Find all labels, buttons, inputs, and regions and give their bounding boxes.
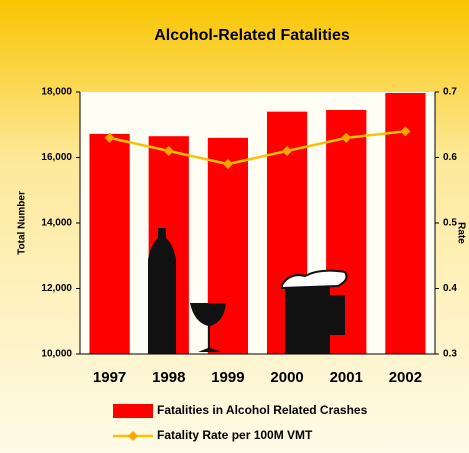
y-tick-label: 18,000 <box>41 87 72 98</box>
y-tick-label: 10,000 <box>41 349 72 360</box>
x-tick-label: 1999 <box>211 369 244 386</box>
y-tick-label: 16,000 <box>41 152 72 163</box>
y-tick-label: 14,000 <box>41 218 72 229</box>
y2-tick-label: 0.7 <box>443 87 457 98</box>
x-tick-label: 1998 <box>152 369 185 386</box>
y2-axis-label: Rate <box>455 222 466 244</box>
y-tick-label: 12,000 <box>41 283 72 294</box>
y2-tick-label: 0.4 <box>443 283 457 294</box>
x-tick-label: 2000 <box>270 369 303 386</box>
y-axis-label: Total Number <box>17 191 28 255</box>
plot-area <box>80 92 435 354</box>
legend-label: Fatality Rate per 100M VMT <box>157 428 313 442</box>
y2-tick-label: 0.6 <box>443 152 457 163</box>
legend-swatch <box>113 404 153 418</box>
y2-tick-label: 0.3 <box>443 349 457 360</box>
x-tick-label: 1997 <box>93 369 126 386</box>
chart-title: Alcohol-Related Fatalities <box>154 27 350 44</box>
x-tick-label: 2001 <box>330 369 363 386</box>
chart: Alcohol-Related Fatalities Total Number … <box>0 0 469 453</box>
legend-label: Fatalities in Alcohol Related Crashes <box>157 403 368 417</box>
bar <box>89 134 129 354</box>
x-tick-label: 2002 <box>389 369 422 386</box>
y2-tick-label: 0.5 <box>443 218 457 229</box>
